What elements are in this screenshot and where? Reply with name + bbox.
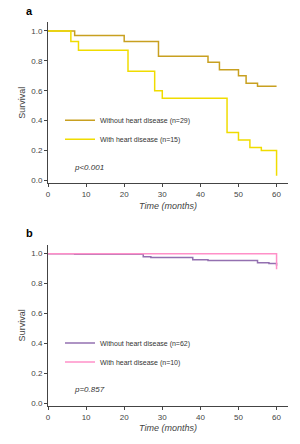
svg-text:40: 40: [196, 413, 205, 422]
svg-text:0.4: 0.4: [31, 339, 43, 348]
svg-text:0.0: 0.0: [31, 399, 43, 408]
svg-text:1.0: 1.0: [31, 27, 43, 36]
svg-text:0.2: 0.2: [31, 369, 43, 378]
svg-text:0.8: 0.8: [31, 279, 43, 288]
svg-text:60: 60: [272, 413, 281, 422]
svg-text:p<0.001: p<0.001: [74, 163, 104, 172]
svg-text:20: 20: [120, 413, 129, 422]
svg-text:Survival: Survival: [17, 87, 27, 119]
svg-text:0: 0: [46, 190, 51, 199]
svg-text:p=0.857: p=0.857: [74, 385, 105, 394]
svg-text:0.6: 0.6: [31, 86, 43, 95]
svg-text:0.6: 0.6: [31, 309, 43, 318]
svg-text:20: 20: [120, 190, 129, 199]
svg-text:a: a: [26, 5, 33, 17]
svg-text:30: 30: [158, 413, 167, 422]
svg-text:50: 50: [234, 413, 243, 422]
svg-text:0.4: 0.4: [31, 116, 43, 125]
svg-text:30: 30: [158, 190, 167, 199]
svg-text:Without heart disease (n=29): Without heart disease (n=29): [100, 117, 190, 125]
svg-text:10: 10: [82, 413, 91, 422]
svg-text:0.8: 0.8: [31, 57, 43, 66]
svg-text:Survival: Survival: [17, 309, 27, 341]
svg-text:50: 50: [234, 190, 243, 199]
svg-text:60: 60: [272, 190, 281, 199]
svg-text:With heart disease (n=15): With heart disease (n=15): [100, 136, 180, 144]
svg-text:Time (months): Time (months): [139, 201, 197, 211]
svg-text:b: b: [26, 227, 33, 239]
svg-text:40: 40: [196, 190, 205, 199]
svg-text:Time (months): Time (months): [139, 423, 197, 433]
svg-text:0.0: 0.0: [31, 176, 43, 185]
svg-text:0: 0: [46, 413, 51, 422]
svg-text:10: 10: [82, 190, 91, 199]
svg-text:Without heart disease (n=62): Without heart disease (n=62): [100, 340, 190, 348]
svg-text:With heart disease (n=10): With heart disease (n=10): [100, 359, 180, 367]
svg-text:1.0: 1.0: [31, 249, 43, 258]
svg-text:0.2: 0.2: [31, 146, 43, 155]
